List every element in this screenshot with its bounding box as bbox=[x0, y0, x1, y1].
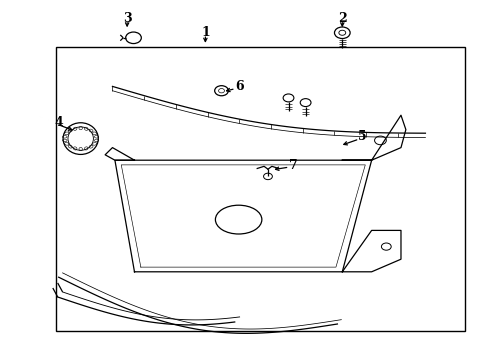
Text: 4: 4 bbox=[54, 116, 63, 129]
Text: 6: 6 bbox=[235, 80, 244, 93]
Text: 7: 7 bbox=[288, 159, 297, 172]
Polygon shape bbox=[342, 230, 400, 272]
Text: 5: 5 bbox=[357, 130, 366, 143]
Text: 2: 2 bbox=[337, 12, 346, 24]
Polygon shape bbox=[342, 115, 405, 160]
Text: 3: 3 bbox=[122, 12, 131, 24]
Polygon shape bbox=[115, 160, 371, 272]
Text: 1: 1 bbox=[201, 26, 209, 39]
Bar bbox=[56, 47, 464, 331]
